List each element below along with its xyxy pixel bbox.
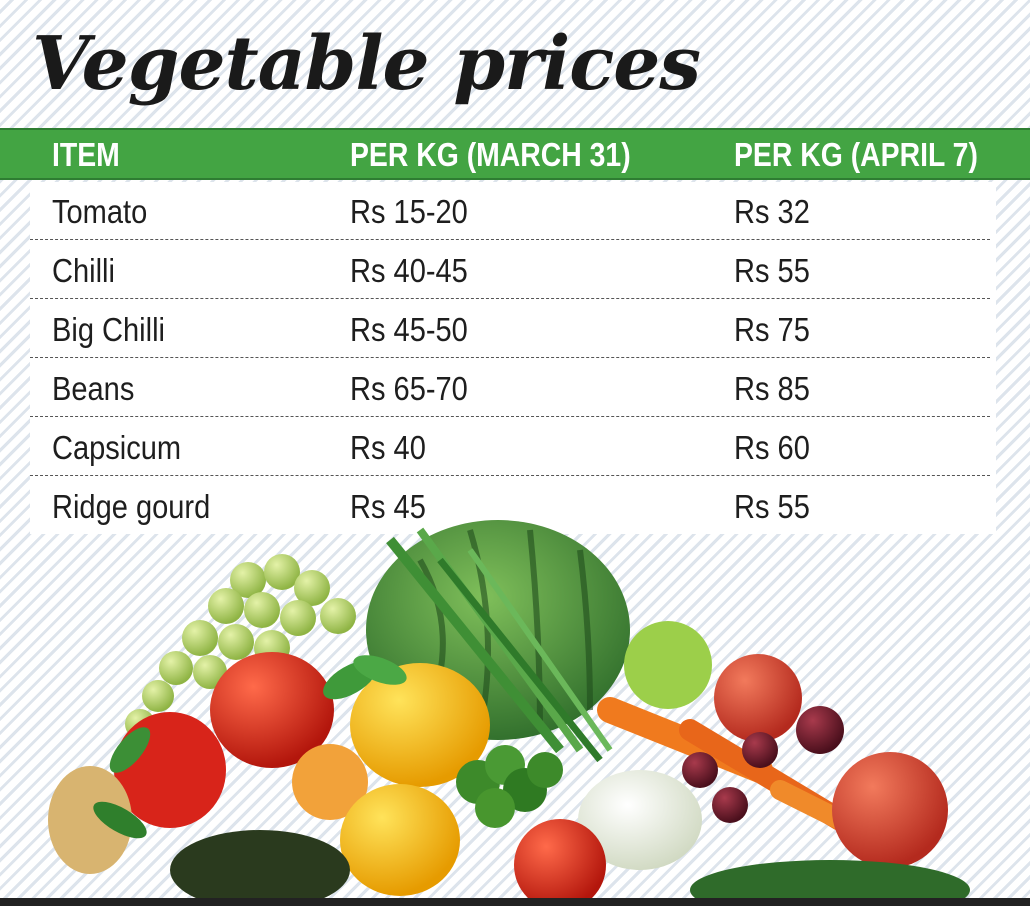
grapes <box>125 554 356 739</box>
price-march: Rs 40 <box>350 429 426 466</box>
item-name: Chilli <box>52 252 115 289</box>
table-header: ITEM PER KG (MARCH 31) PER KG (APRIL 7) <box>0 128 1030 180</box>
spring-onion <box>386 527 702 870</box>
price-april: Rs 55 <box>734 488 810 525</box>
item-name: Capsicum <box>52 429 182 466</box>
table-row: Chilli Rs 40-45 Rs 55 <box>30 241 990 299</box>
price-march: Rs 15-20 <box>350 193 468 230</box>
table-row: Big Chilli Rs 45-50 Rs 75 <box>30 300 990 358</box>
item-name: Tomato <box>52 193 148 230</box>
bottom-rule <box>0 898 1030 906</box>
table-row: Ridge gourd Rs 45 Rs 55 <box>30 477 990 535</box>
price-march: Rs 40-45 <box>350 252 468 289</box>
orange-pepper <box>350 663 490 787</box>
item-name: Big Chilli <box>52 311 165 348</box>
price-march: Rs 45 <box>350 488 426 525</box>
page-title: Vegetable prices <box>32 21 701 107</box>
vegetables-illustration <box>48 520 970 906</box>
parsley <box>456 745 563 828</box>
item-name: Ridge gourd <box>52 488 211 525</box>
price-april: Rs 85 <box>734 370 810 407</box>
price-april: Rs 75 <box>734 311 810 348</box>
table-row: Tomato Rs 15-20 Rs 32 <box>30 182 990 240</box>
item-name: Beans <box>52 370 135 407</box>
header-item: ITEM <box>52 136 120 173</box>
apricot <box>292 744 368 820</box>
tomato <box>210 652 334 768</box>
price-march: Rs 45-50 <box>350 311 468 348</box>
basil-leaves <box>93 655 407 839</box>
apple <box>714 654 802 742</box>
header-march-31: PER KG (MARCH 31) <box>350 136 631 173</box>
red-apple <box>832 752 948 868</box>
header-april-7: PER KG (APRIL 7) <box>734 136 978 173</box>
eggplant <box>170 830 350 906</box>
price-march: Rs 65-70 <box>350 370 468 407</box>
price-april: Rs 55 <box>734 252 810 289</box>
cherries <box>682 706 844 823</box>
price-april: Rs 32 <box>734 193 810 230</box>
cucumber <box>690 860 970 906</box>
green-apple <box>624 621 712 709</box>
table-row: Beans Rs 65-70 Rs 85 <box>30 359 990 417</box>
price-april: Rs 60 <box>734 429 810 466</box>
table-row: Capsicum Rs 40 Rs 60 <box>30 418 990 476</box>
price-table: Tomato Rs 15-20 Rs 32 Chilli Rs 40-45 Rs… <box>30 182 996 534</box>
potato <box>48 766 132 874</box>
yellow-pepper <box>340 784 460 896</box>
tomato-bottom <box>514 819 606 906</box>
